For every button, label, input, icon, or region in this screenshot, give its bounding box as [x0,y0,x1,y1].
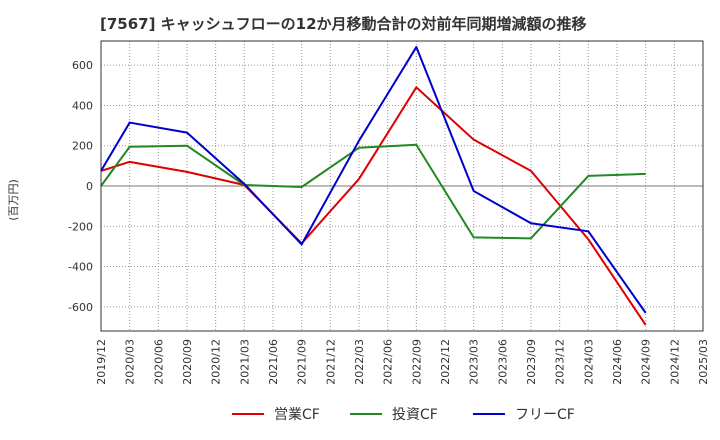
x-tick-label: 2023/03 [468,339,481,385]
x-tick-label: 2023/09 [525,339,538,385]
x-tick-label: 2019/12 [95,339,108,385]
x-tick-label: 2022/03 [353,339,366,385]
x-tick-label: 2021/03 [238,339,251,385]
y-tick-label: 600 [72,59,93,72]
legend-label-2: フリーCF [515,407,575,423]
x-tick-label: 2024/03 [582,339,595,385]
x-tick-label: 2022/12 [439,339,452,385]
series-line-2 [100,46,647,314]
chart-title: [7567] キャッシュフローの12か月移動合計の対前年同期増減額の推移 [100,15,587,33]
x-tick-label: 2021/12 [324,339,337,385]
x-tick-label: 2021/09 [296,339,309,385]
series-lines [100,46,647,326]
y-tick-labels: -600 -400 -200 0 200 400 600 [68,59,93,314]
y-tick-label: -200 [68,220,93,233]
x-tick-label: 2024/06 [611,339,624,385]
legend-label-0: 営業CF [274,407,320,423]
y-axis-label: (百万円) [7,179,20,221]
x-tick-label: 2023/06 [496,339,509,385]
y-tick-label: -400 [68,261,93,274]
plot-frame [100,40,704,332]
x-tick-label: 2020/12 [210,339,223,385]
series-line-0 [100,86,647,326]
legend: 営業CF 投資CF フリーCF [232,407,575,423]
grid [101,41,703,331]
y-tick-label: 0 [86,180,93,193]
x-tick-label: 2020/09 [181,339,194,385]
legend-label-1: 投資CF [392,407,438,423]
x-tick-label: 2021/06 [267,339,280,385]
x-tick-label: 2022/06 [382,339,395,385]
y-tick-label: 400 [72,99,93,112]
x-tick-label: 2020/03 [124,339,137,385]
x-tick-label: 2022/09 [410,339,423,385]
x-tick-label: 2020/06 [152,339,165,385]
x-tick-label: 2024/09 [640,339,653,385]
x-tick-labels: 2019/12 2020/03 2020/06 2020/09 2020/12 2021/… [95,339,710,385]
y-tick-label: 200 [72,140,93,153]
x-tick-label: 2025/03 [697,339,710,385]
x-tick-label: 2024/12 [668,339,681,385]
x-tick-label: 2023/12 [554,339,567,385]
y-tick-label: -600 [68,301,93,314]
series-line-1 [100,143,646,240]
